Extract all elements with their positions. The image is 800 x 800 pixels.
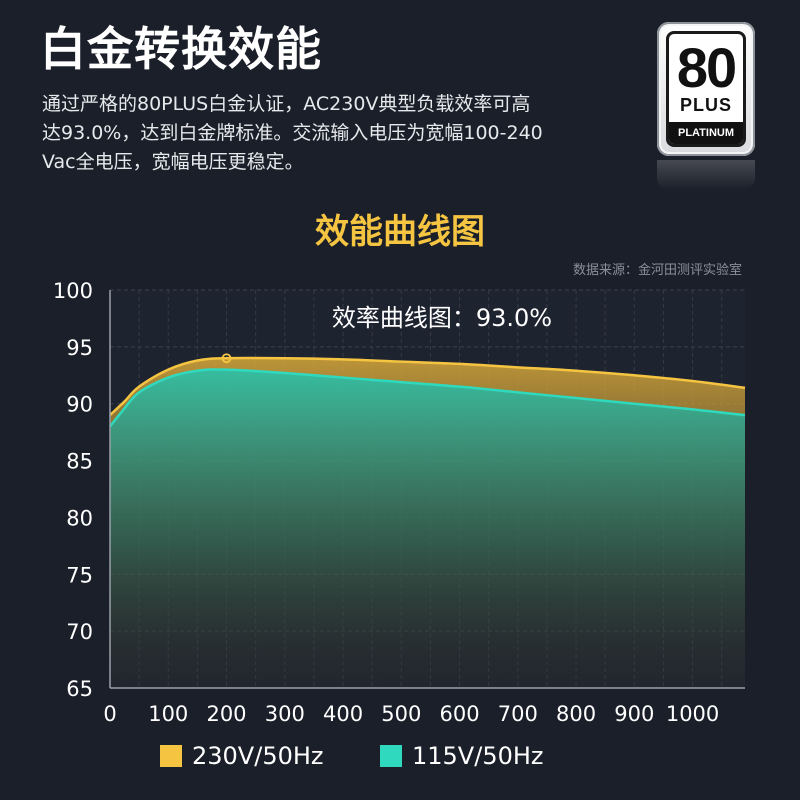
legend-swatch-230v <box>160 745 182 767</box>
chart-annotation: 效率曲线图：93.0% <box>332 304 552 332</box>
peak-marker <box>221 353 232 364</box>
x-tick-label: 700 <box>498 702 538 726</box>
series-line-0 <box>109 356 746 416</box>
description-line: 达93.0%，达到白金牌标准。交流输入电压为宽幅100-240 <box>42 122 543 144</box>
badge-tier: PLATINUM <box>669 122 743 144</box>
legend-item-115v: 115V/50Hz <box>380 742 544 770</box>
y-tick-label: 65 <box>66 677 93 701</box>
description: 通过严格的80PLUS白金认证，AC230V典型负载效率可高 达93.0%，达到… <box>42 90 642 177</box>
y-tick-label: 85 <box>66 450 93 474</box>
legend-label-115v: 115V/50Hz <box>412 742 544 770</box>
x-tick-label: 600 <box>439 702 479 726</box>
chart-lines <box>109 353 746 428</box>
headline: 白金转换效能 <box>40 22 322 76</box>
legend-label-230v: 230V/50Hz <box>192 742 324 770</box>
legend-swatch-115v <box>380 745 402 767</box>
x-tick-label: 0 <box>103 702 116 726</box>
y-tick-label: 100 <box>53 279 93 303</box>
data-source: 数据来源：金河田测评实验室 <box>572 263 742 278</box>
y-tick-label: 80 <box>66 506 93 530</box>
x-tick-label: 1000 <box>666 702 719 726</box>
y-tick-label: 90 <box>66 393 93 417</box>
series-area-1 <box>110 369 745 688</box>
badge-number: 80 <box>676 36 737 99</box>
x-tick-label: 900 <box>614 702 654 726</box>
description-line: Vac全电压，宽幅电压更稳定。 <box>42 151 304 173</box>
description-line: 通过严格的80PLUS白金认证，AC230V典型负载效率可高 <box>42 93 531 115</box>
80plus-platinum-badge: 80 PLUS PLATINUM <box>657 22 755 156</box>
y-tick-label: 70 <box>66 620 93 644</box>
x-tick-label: 100 <box>148 702 188 726</box>
badge-plus: PLUS <box>679 95 732 115</box>
badge-reflection <box>657 160 755 190</box>
chart-areas <box>110 358 745 688</box>
legend-item-230v: 230V/50Hz <box>160 742 324 770</box>
x-tick-label: 800 <box>556 702 596 726</box>
y-tick-label: 75 <box>66 563 93 587</box>
chart-heading: 效能曲线图 <box>315 212 485 252</box>
chart-legend: 230V/50Hz 115V/50Hz <box>0 742 800 782</box>
y-tick-label: 95 <box>66 336 93 360</box>
x-tick-label: 200 <box>206 702 246 726</box>
x-tick-label: 500 <box>381 702 421 726</box>
series-line-1 <box>109 368 746 428</box>
x-tick-label: 300 <box>265 702 305 726</box>
badge-frame: 80 PLUS PLATINUM <box>666 31 746 147</box>
x-tick-label: 400 <box>323 702 363 726</box>
